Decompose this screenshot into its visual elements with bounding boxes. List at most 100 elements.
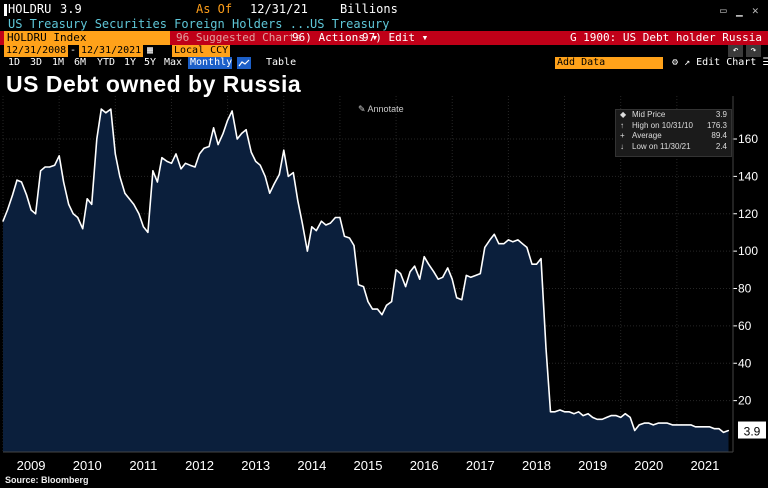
table-button[interactable]: Table	[266, 57, 297, 68]
data-point	[699, 426, 702, 428]
data-point	[124, 192, 126, 194]
period-6m[interactable]: 6M	[74, 57, 87, 68]
legend-value: 176.3	[706, 120, 727, 130]
data-point	[484, 246, 486, 248]
data-point	[652, 424, 654, 426]
data-point	[666, 422, 668, 424]
y-tick-label: 20	[738, 394, 752, 408]
ticker-label[interactable]: HOLDRU	[8, 2, 52, 16]
data-point	[25, 194, 28, 196]
period-1d[interactable]: 1D	[8, 57, 21, 68]
data-point	[517, 239, 519, 241]
period-max[interactable]: Max	[164, 57, 183, 68]
x-tick-label: 2020	[634, 458, 663, 473]
period-ytd[interactable]: YTD	[97, 57, 116, 68]
data-point	[72, 213, 74, 215]
menu-icon[interactable]: ☰	[762, 57, 768, 68]
x-tick-label: 2015	[354, 458, 383, 473]
data-point	[315, 229, 317, 232]
y-tick-label: 160	[738, 132, 758, 146]
data-point	[718, 428, 720, 430]
start-date-input[interactable]: 12/31/2008	[4, 45, 69, 57]
suggested-charts-button[interactable]: 96 Suggested Charts	[176, 31, 302, 44]
data-point	[563, 411, 566, 413]
data-point	[479, 272, 481, 275]
edit-chart-icon[interactable]: ↗	[684, 57, 691, 68]
data-point	[428, 263, 430, 265]
y-axis: 20 40 60 80 100 120 140 160	[732, 96, 758, 452]
data-point	[615, 414, 617, 417]
data-point	[498, 243, 500, 245]
legend-label: Mid Price	[632, 110, 666, 119]
end-date-input[interactable]: 12/31/2021	[79, 45, 144, 57]
data-point	[86, 198, 88, 200]
last-value-label: 3.9	[744, 425, 761, 439]
period-3d[interactable]: 3D	[30, 57, 43, 68]
data-point	[676, 424, 678, 426]
period-bar: 1D 3D 1M 6M YTD 1Y 5Y Max Monthly ▾ Tabl…	[0, 57, 768, 69]
data-point	[77, 216, 79, 219]
legend-panel[interactable]: ◆ Mid Price 3.9 ↑ High on 10/31/10 176.3 + Av…	[615, 109, 732, 157]
period-1y[interactable]: 1Y	[124, 57, 137, 68]
window-menu-icon[interactable]: ▭	[720, 4, 727, 17]
frequency-select[interactable]: Monthly ▾	[188, 57, 245, 69]
close-icon[interactable]: ✕	[752, 4, 759, 17]
data-point	[114, 153, 116, 155]
data-point	[16, 179, 18, 181]
data-point	[592, 416, 594, 419]
security-description: US Treasury Securities Foreign Holders .…	[8, 17, 312, 31]
data-point	[587, 413, 589, 415]
date-range-separator: -	[70, 45, 77, 56]
calendar-icon[interactable]: ▦	[147, 45, 154, 56]
edit-chart-button[interactable]: Edit Chart	[696, 57, 757, 68]
data-point	[447, 267, 449, 269]
add-data-input[interactable]: Add Data	[555, 57, 663, 69]
data-point	[512, 241, 514, 243]
data-point	[573, 413, 575, 415]
x-tick-label: 2018	[522, 458, 551, 473]
data-point	[554, 411, 556, 413]
data-point	[189, 164, 191, 166]
settings-icon[interactable]: ⚙	[672, 57, 679, 68]
period-5y[interactable]: 5Y	[144, 57, 157, 68]
data-point	[722, 431, 725, 433]
data-point	[489, 239, 491, 241]
currency-select[interactable]: Local CCY	[172, 45, 230, 57]
legend-value: 3.9	[715, 110, 727, 119]
data-point	[194, 166, 196, 168]
data-point	[49, 166, 51, 168]
redo-icon[interactable]: ↷	[746, 45, 761, 57]
data-point	[166, 160, 168, 163]
data-point	[456, 297, 458, 299]
source-note: Source: Bloomberg	[5, 475, 89, 485]
minimize-icon[interactable]: ▁	[736, 4, 743, 17]
x-tick-label: 2016	[410, 458, 439, 473]
data-point	[690, 424, 692, 426]
legend-value: 2.4	[715, 141, 727, 151]
undo-icon[interactable]: ↶	[728, 45, 743, 57]
x-tick-label: 2019	[578, 458, 607, 473]
index-input[interactable]: HOLDRU Index	[4, 31, 170, 45]
edit-menu[interactable]: 97) Edit ▾	[362, 31, 429, 44]
actions-menu[interactable]: 96) Actions ▾	[292, 31, 379, 44]
data-point	[96, 138, 98, 140]
data-point	[442, 276, 444, 278]
data-point	[119, 175, 121, 177]
data-point	[713, 428, 716, 430]
annotate-button[interactable]: ✎ Annotate	[358, 104, 404, 115]
data-point	[367, 300, 369, 303]
security-header: HOLDRU 3.9 As Of 12/31/21 Billions ▭ ▁ ✕	[0, 2, 768, 17]
data-point	[198, 153, 201, 155]
line-chart-icon[interactable]	[237, 57, 251, 69]
data-point	[273, 183, 275, 185]
data-point	[727, 429, 730, 432]
data-point	[376, 308, 379, 310]
period-1m[interactable]: 1M	[52, 57, 65, 68]
data-point	[329, 222, 331, 224]
data-point	[128, 198, 130, 200]
units-label: Billions	[340, 2, 398, 16]
data-point	[297, 200, 299, 202]
data-point	[348, 237, 351, 239]
chart-name: G 1900: US Debt holder Russia	[569, 31, 762, 44]
data-point	[423, 256, 425, 258]
